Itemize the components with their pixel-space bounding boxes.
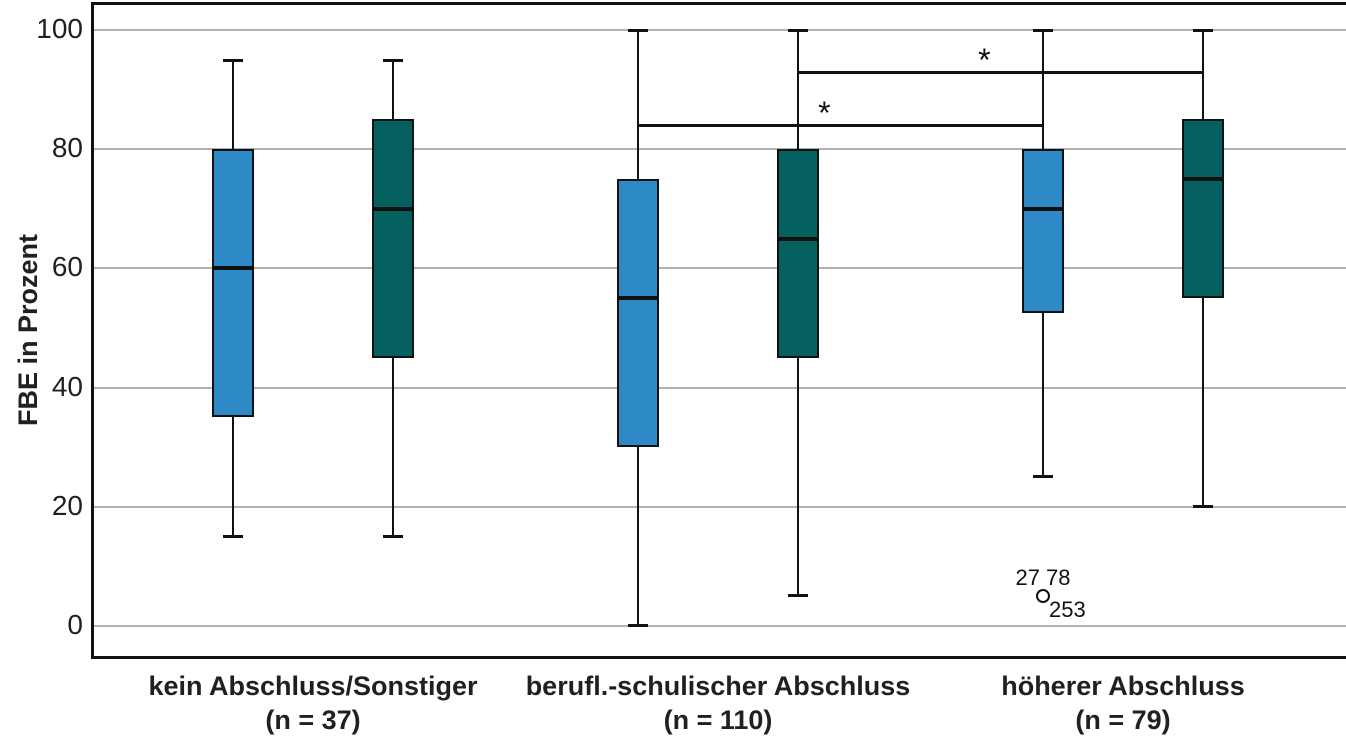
- significance-bracket: [797, 70, 1204, 74]
- whisker-cap: [1193, 29, 1213, 32]
- median-line: [1024, 206, 1062, 211]
- whisker-cap: [1193, 504, 1213, 508]
- boxplot-box: [617, 179, 659, 448]
- whisker-cap: [223, 58, 243, 62]
- x-category-label: kein Abschluss/Sonstiger (n = 37): [63, 669, 563, 737]
- x-category-name: berufl.-schulischer Abschluss: [525, 671, 911, 701]
- whisker-line: [637, 447, 639, 626]
- gridline: [94, 386, 1346, 389]
- gridline: [94, 148, 1346, 151]
- x-category-n: (n = 110): [663, 705, 773, 735]
- whisker-cap: [788, 29, 808, 32]
- whisker-line: [232, 59, 234, 150]
- whisker-line: [797, 30, 799, 150]
- significance-asterisk: *: [978, 41, 991, 78]
- whisker-line: [1202, 30, 1204, 120]
- boxplot-box: [777, 149, 819, 358]
- x-category-n: (n = 79): [1075, 705, 1171, 735]
- whisker-cap: [628, 29, 648, 32]
- x-axis-line: [91, 656, 1346, 659]
- gridline: [94, 505, 1346, 508]
- outlier-label: 253: [1049, 597, 1086, 623]
- gridline: [94, 29, 1346, 31]
- whisker-cap: [1033, 29, 1053, 32]
- whisker-cap: [788, 594, 808, 598]
- x-category-name: höherer Abschluss: [1001, 671, 1245, 701]
- plot-top-border: [91, 2, 1346, 5]
- y-axis-line: [91, 2, 94, 659]
- whisker-line: [232, 417, 234, 537]
- whisker-cap: [383, 534, 403, 538]
- whisker-line: [637, 30, 639, 179]
- x-category-label: höherer Abschluss (n = 79): [873, 669, 1346, 737]
- y-tick-label: 100: [36, 13, 83, 44]
- whisker-line: [1202, 298, 1204, 507]
- significance-asterisk: *: [818, 95, 831, 132]
- median-line: [374, 206, 412, 211]
- whisker-cap: [1033, 475, 1053, 478]
- gridline: [94, 625, 1346, 627]
- x-category-label: berufl.-schulischer Abschluss (n = 110): [468, 669, 968, 737]
- boxplot-box: [372, 119, 414, 358]
- boxplot-box: [1182, 119, 1224, 299]
- whisker-line: [1042, 30, 1044, 150]
- boxplot-box: [212, 149, 254, 418]
- whisker-line: [797, 357, 799, 597]
- whisker-line: [392, 59, 394, 120]
- median-line: [619, 296, 657, 301]
- y-tick-label: 0: [67, 609, 83, 640]
- gridline: [94, 267, 1346, 270]
- outlier-circle: [1036, 589, 1050, 604]
- x-category-name: kein Abschluss/Sonstiger: [148, 671, 478, 701]
- significance-bracket: [637, 124, 1044, 128]
- y-tick-label: 20: [51, 489, 83, 521]
- y-tick-label: 60: [51, 251, 83, 283]
- median-line: [214, 266, 252, 271]
- whisker-cap: [383, 58, 403, 62]
- whisker-cap: [223, 534, 243, 538]
- median-line: [1184, 177, 1222, 181]
- whisker-line: [392, 357, 394, 537]
- boxplot-box: [1022, 149, 1064, 314]
- outlier-label: 27 78: [1015, 565, 1071, 591]
- y-tick-label: 80: [51, 132, 83, 164]
- y-axis-title: FBE in Prozent: [13, 234, 43, 427]
- whisker-cap: [628, 624, 648, 627]
- y-tick-label: 40: [51, 370, 83, 402]
- median-line: [779, 236, 817, 241]
- whisker-line: [1042, 313, 1044, 477]
- x-category-n: (n = 37): [265, 705, 361, 735]
